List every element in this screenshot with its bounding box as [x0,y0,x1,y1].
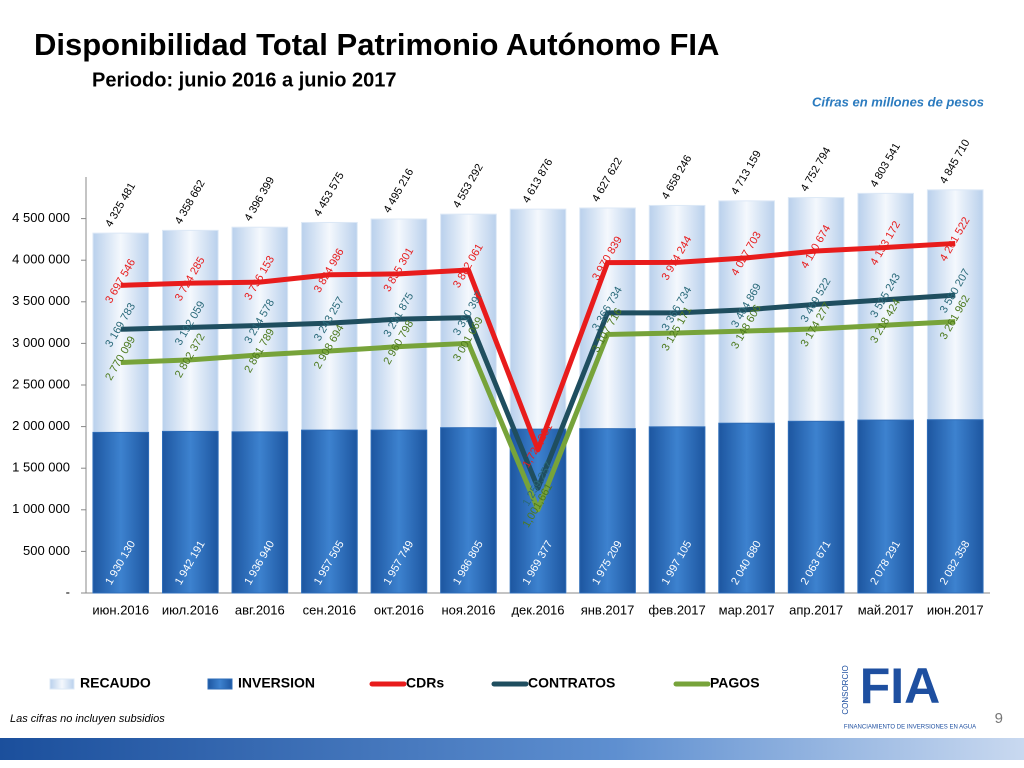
unit-note: Cifras en millones de pesos [812,94,984,109]
legend-swatch [49,678,75,690]
bar [440,427,497,594]
bar [926,419,984,594]
subtitle: Periodo: junio 2016 a junio 2017 [92,69,397,91]
y-tick-label: 1 000 000 [12,501,70,516]
x-tick-label: июн.2016 [92,602,149,617]
footnote: Las cifras no incluyen subsidios [10,713,165,725]
logo-text: FIA [860,658,941,714]
bar [718,422,775,594]
data-label: 4 803 541 [868,141,903,189]
bottom-band [0,738,1024,760]
bar [161,430,219,594]
data-label: 4 613 876 [520,157,555,205]
data-label: 4 752 794 [799,145,834,193]
bar [648,426,706,594]
x-tick-label: фев.2017 [648,602,705,617]
logo-top: CONSORCIO [841,665,850,714]
legend-label: CDRs [406,675,444,691]
x-tick-label: май.2017 [858,602,914,617]
data-label: 4 553 292 [451,162,486,210]
x-tick-label: июн.2017 [927,602,984,617]
y-tick-label: 2 500 000 [12,376,70,391]
logo-bottom: FINANCIAMIENTO DE INVERSIONES EN AGUA [844,725,976,731]
legend-label: RECAUDO [80,675,151,691]
y-tick-label: 4 000 000 [12,252,70,267]
legend-swatch [207,678,233,690]
bar [231,431,289,594]
y-tick-label: 500 000 [23,543,70,558]
bar [92,431,150,594]
bar [787,420,845,594]
data-label: 4 325 481 [103,181,138,229]
bar [301,429,358,594]
title: Disponibilidad Total Patrimonio Autónomo… [34,27,719,62]
bar [579,428,636,594]
x-tick-label: янв.2017 [581,602,635,617]
legend-label: PAGOS [710,675,760,691]
legend-label: INVERSION [238,675,315,691]
x-tick-label: ноя.2016 [441,602,495,617]
y-tick-label: 1 500 000 [12,460,70,475]
data-label: 4 845 710 [938,138,973,186]
y-tick-label: 2 000 000 [12,418,70,433]
data-label: 4 358 662 [173,178,208,226]
data-label: 4 658 246 [660,153,695,201]
x-tick-label: авг.2016 [235,602,285,617]
x-tick-label: сен.2016 [303,602,356,617]
data-label: 4 495 216 [381,167,416,215]
x-tick-label: апр.2017 [789,602,843,617]
line-series [120,319,956,513]
y-tick-label: - [66,584,70,599]
bar [857,419,915,594]
data-label: 4 713 159 [729,149,764,197]
y-tick-label: 3 500 000 [12,293,70,308]
x-tick-label: дек.2016 [511,602,564,617]
x-tick-label: окт.2016 [374,602,424,617]
bar [370,429,428,594]
y-tick-label: 3 000 000 [12,335,70,350]
x-tick-label: мар.2017 [719,602,775,617]
legend-label: CONTRATOS [528,675,615,691]
line-series [120,240,956,453]
x-tick-label: июл.2016 [162,602,219,617]
page-number: 9 [995,710,1003,727]
data-label: 4 453 575 [312,170,347,218]
data-label: 4 396 399 [242,175,277,223]
logo: FIA CONSORCIO FINANCIAMIENTO DE INVERSIO… [841,658,976,730]
line-series [120,292,956,491]
y-tick-label: 4 500 000 [12,210,70,225]
data-label: 4 627 622 [590,156,625,204]
